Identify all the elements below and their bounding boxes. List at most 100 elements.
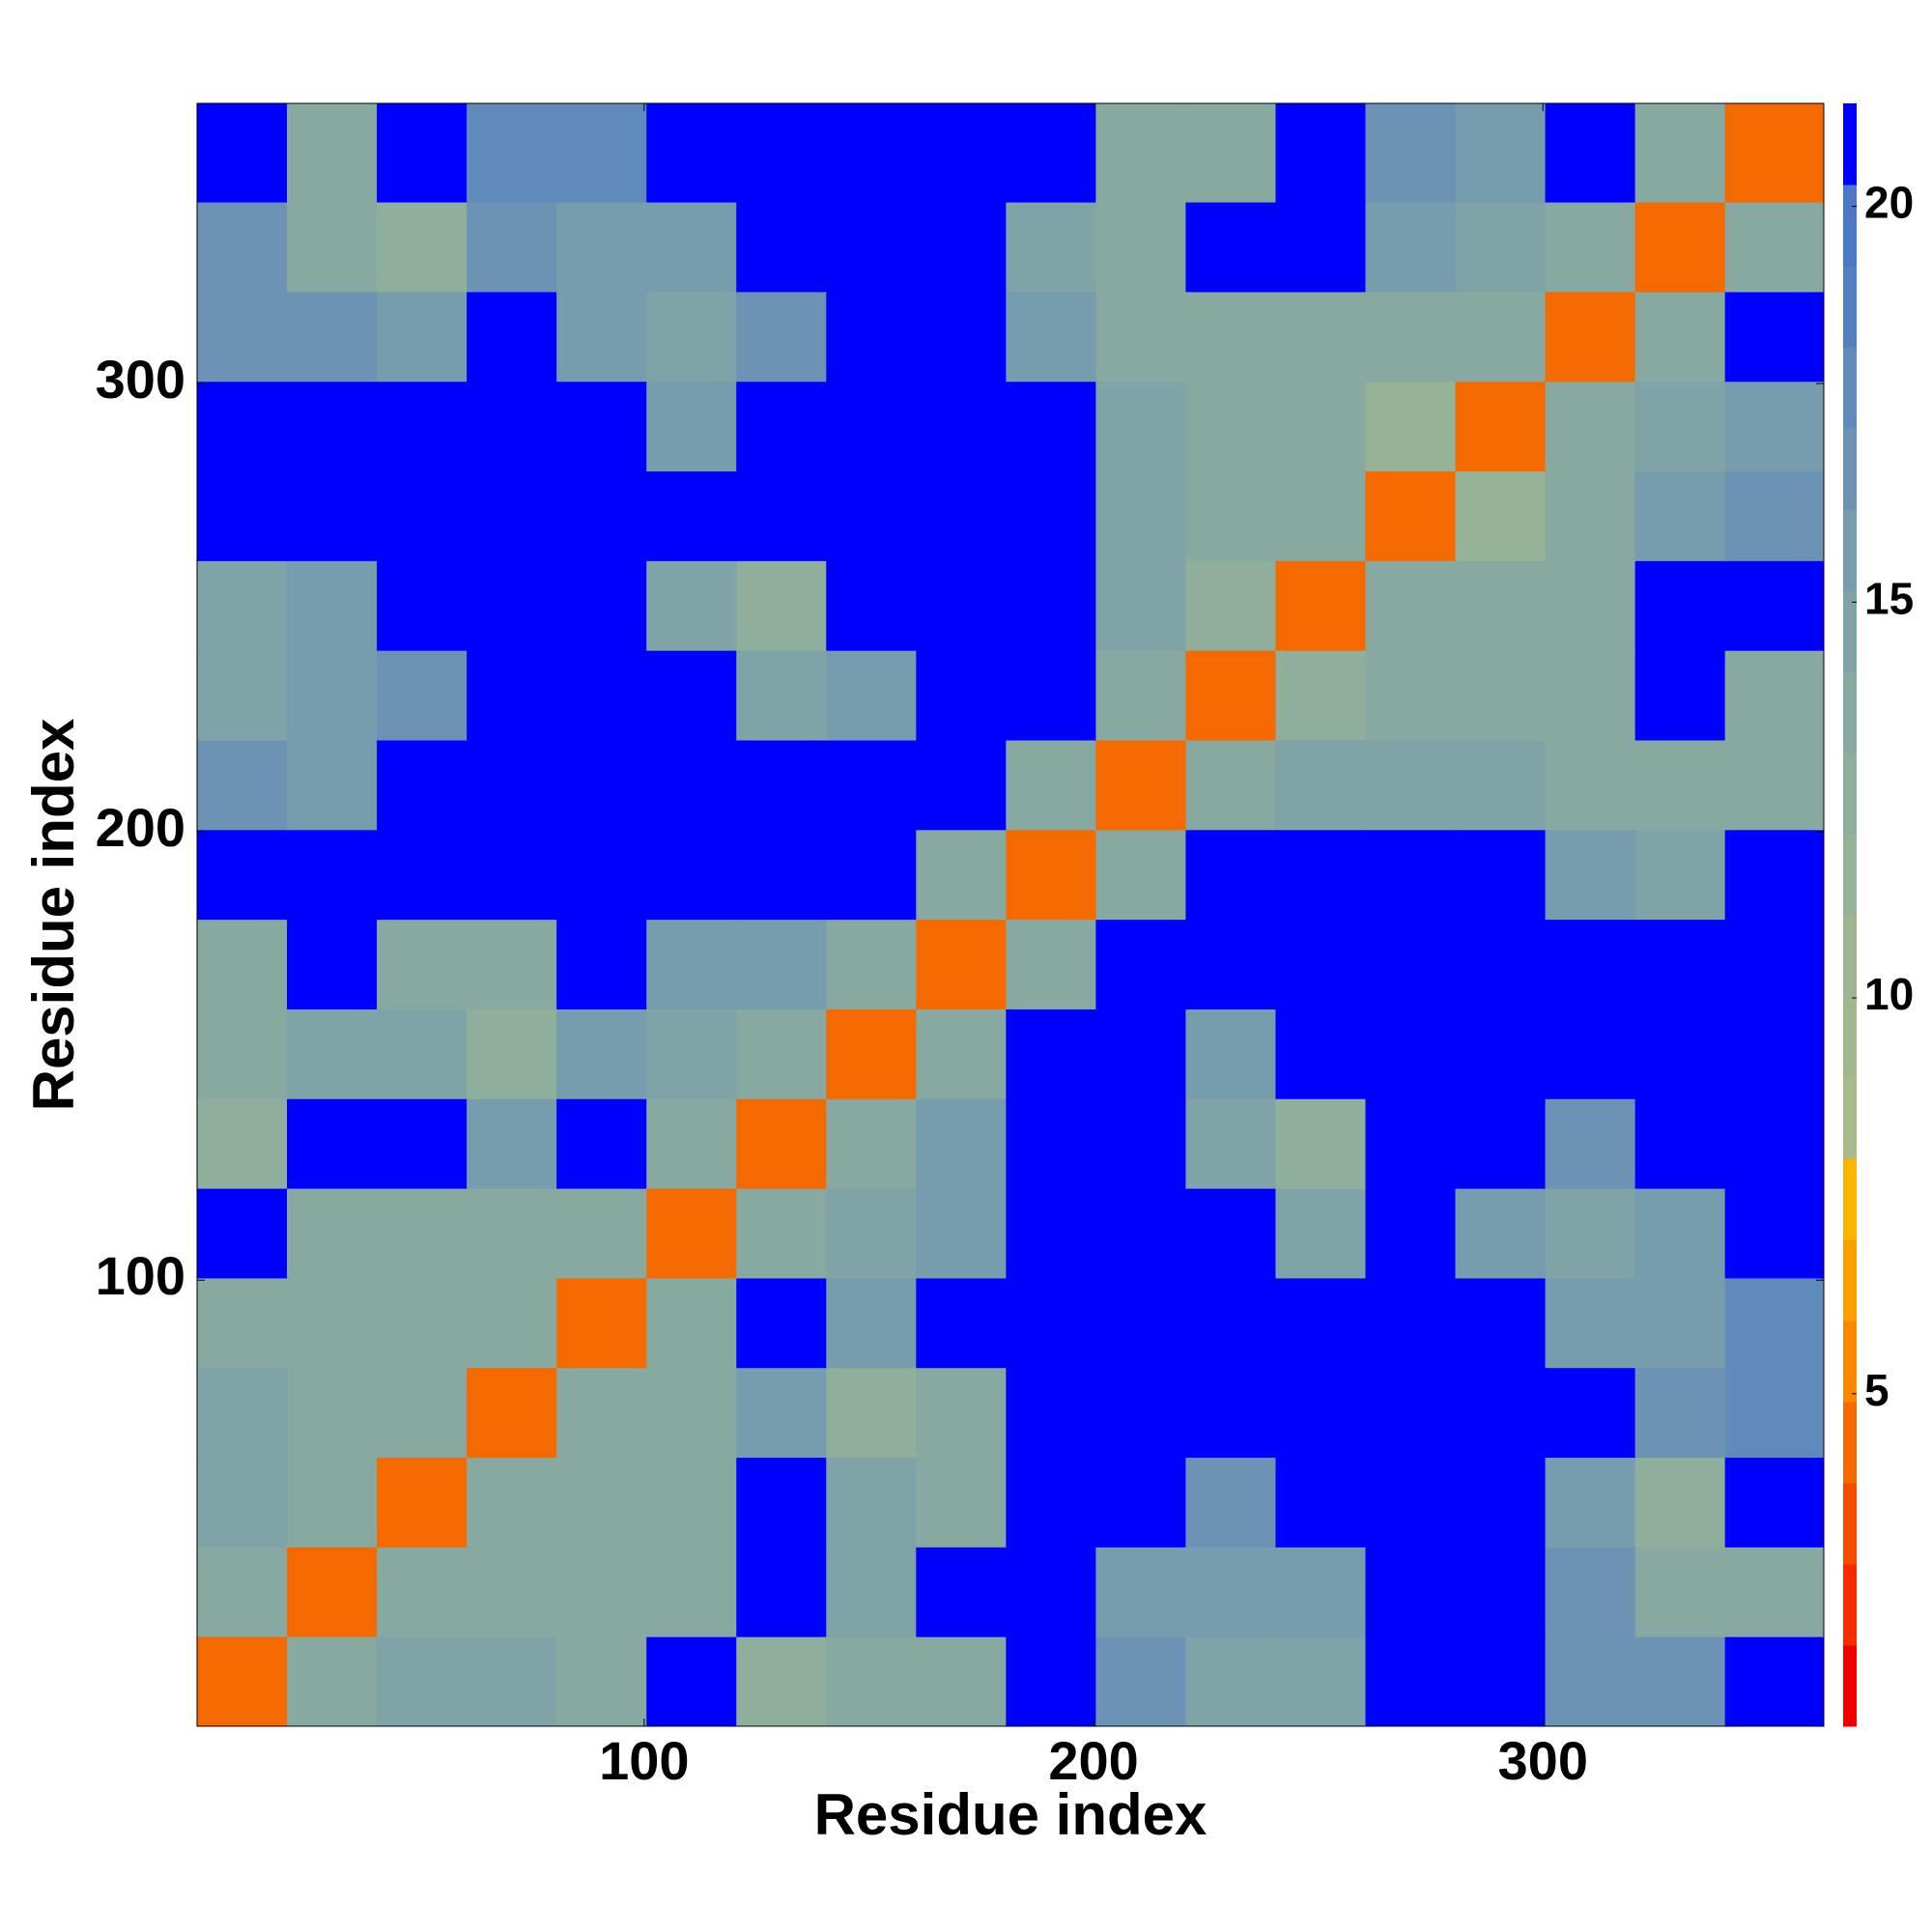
heatmap-cell bbox=[1455, 103, 1547, 203]
heatmap-cell bbox=[467, 1367, 557, 1459]
heatmap-cell bbox=[1545, 740, 1636, 831]
heatmap-cell bbox=[377, 650, 468, 741]
heatmap-cell bbox=[1006, 1009, 1096, 1099]
heatmap-cell bbox=[646, 103, 737, 203]
heatmap-cell bbox=[1275, 1277, 1367, 1369]
heatmap-cell bbox=[1095, 560, 1186, 651]
heatmap-cell bbox=[287, 1277, 378, 1369]
heatmap-cell bbox=[826, 829, 917, 921]
heatmap-cell bbox=[1365, 103, 1457, 203]
colorbar-tick-label: 20 bbox=[1864, 178, 1914, 228]
heatmap-cell bbox=[1455, 1457, 1547, 1548]
heatmap-cell bbox=[1455, 470, 1547, 561]
heatmap-cell bbox=[646, 1367, 737, 1459]
colorbar-segment bbox=[1843, 1158, 1857, 1240]
heatmap-cell bbox=[1095, 1636, 1186, 1727]
heatmap-cell bbox=[646, 1009, 737, 1099]
heatmap-cell bbox=[646, 560, 737, 651]
heatmap-cell bbox=[287, 381, 378, 472]
heatmap-cell bbox=[1006, 381, 1096, 472]
colorbar-segment bbox=[1843, 996, 1857, 1078]
heatmap-cell bbox=[1095, 1367, 1186, 1459]
heatmap-cell bbox=[197, 1098, 288, 1189]
heatmap-cell bbox=[197, 919, 288, 1009]
heatmap-cell bbox=[646, 1636, 737, 1727]
heatmap-cell bbox=[826, 1547, 917, 1637]
heatmap-cell bbox=[1185, 1547, 1276, 1637]
heatmap-cell bbox=[1634, 1547, 1726, 1637]
heatmap-cell bbox=[736, 381, 827, 472]
heatmap-cell bbox=[287, 1547, 378, 1637]
heatmap-cell bbox=[1095, 1098, 1186, 1189]
heatmap-cell bbox=[287, 1367, 378, 1459]
heatmap-cell bbox=[1006, 291, 1096, 383]
heatmap-cell bbox=[1545, 470, 1636, 561]
heatmap-cell bbox=[1545, 1277, 1636, 1369]
heatmap-cell bbox=[467, 1009, 557, 1099]
colorbar-segment bbox=[1843, 185, 1857, 267]
colorbar-segment bbox=[1843, 590, 1857, 672]
heatmap-cell bbox=[1634, 1098, 1726, 1189]
heatmap-cell bbox=[1006, 103, 1096, 203]
heatmap-cell bbox=[1275, 1547, 1367, 1637]
heatmap-cell bbox=[646, 202, 737, 293]
heatmap-cell bbox=[736, 1098, 827, 1189]
colorbar-tick-label: 10 bbox=[1864, 969, 1914, 1019]
heatmap-cell bbox=[377, 381, 468, 472]
heatmap-cell bbox=[646, 470, 737, 561]
heatmap-cell bbox=[377, 740, 468, 831]
heatmap-cell bbox=[1455, 381, 1547, 472]
heatmap-cell bbox=[1275, 470, 1367, 561]
heatmap-cell bbox=[556, 919, 647, 1009]
heatmap-cell bbox=[1006, 470, 1096, 561]
heatmap-cell bbox=[287, 1636, 378, 1727]
heatmap-cell bbox=[287, 103, 378, 203]
heatmap-cell bbox=[197, 1457, 288, 1548]
heatmap-cell bbox=[1724, 560, 1825, 651]
heatmap-cell bbox=[1275, 1009, 1367, 1099]
colorbar-segment bbox=[1843, 1321, 1857, 1403]
heatmap-cell bbox=[1275, 1636, 1367, 1727]
heatmap-cell bbox=[826, 291, 917, 383]
heatmap-cell bbox=[1365, 1367, 1457, 1459]
heatmap-cell bbox=[916, 829, 1007, 921]
heatmap-cell bbox=[916, 291, 1007, 383]
heatmap-cell bbox=[287, 1098, 378, 1189]
heatmap-cell bbox=[916, 1367, 1007, 1459]
heatmap-cell bbox=[1724, 650, 1825, 741]
heatmap-cell bbox=[556, 291, 647, 383]
heatmap-cell bbox=[646, 650, 737, 741]
heatmap-cell bbox=[467, 560, 557, 651]
heatmap-cell bbox=[287, 1457, 378, 1548]
heatmap-cell bbox=[1545, 1636, 1636, 1727]
heatmap-cell bbox=[916, 1098, 1007, 1189]
heatmap-cell bbox=[916, 1188, 1007, 1279]
colorbar-segment bbox=[1843, 428, 1857, 510]
heatmap-cell bbox=[1634, 740, 1726, 831]
heatmap-cell bbox=[197, 1547, 288, 1637]
heatmap-cell bbox=[1724, 740, 1825, 831]
heatmap-cell bbox=[1724, 202, 1825, 293]
heatmap-cell bbox=[467, 1547, 557, 1637]
heatmap-cell bbox=[1006, 1457, 1096, 1548]
colorbar-segment bbox=[1843, 1077, 1857, 1159]
colorbar-segment bbox=[1843, 753, 1857, 835]
heatmap-cell bbox=[1275, 381, 1367, 472]
heatmap-cell bbox=[1545, 291, 1636, 383]
heatmap-cell bbox=[1365, 202, 1457, 293]
heatmap-cell bbox=[467, 1277, 557, 1369]
colorbar-segment bbox=[1843, 1645, 1857, 1727]
heatmap-cell bbox=[736, 103, 827, 203]
heatmap-cell bbox=[1275, 1098, 1367, 1189]
heatmap-cell bbox=[916, 1636, 1007, 1727]
heatmap-cell bbox=[1634, 1457, 1726, 1548]
heatmap-cell bbox=[1275, 829, 1367, 921]
heatmap-cell bbox=[197, 829, 288, 921]
heatmap-cell bbox=[1006, 1098, 1096, 1189]
heatmap-cell bbox=[1365, 919, 1457, 1009]
heatmap-cell bbox=[377, 202, 468, 293]
heatmap-cell bbox=[1185, 1277, 1276, 1369]
heatmap-cell bbox=[736, 740, 827, 831]
heatmap-cell bbox=[1275, 740, 1367, 831]
heatmap-cell bbox=[377, 1098, 468, 1189]
